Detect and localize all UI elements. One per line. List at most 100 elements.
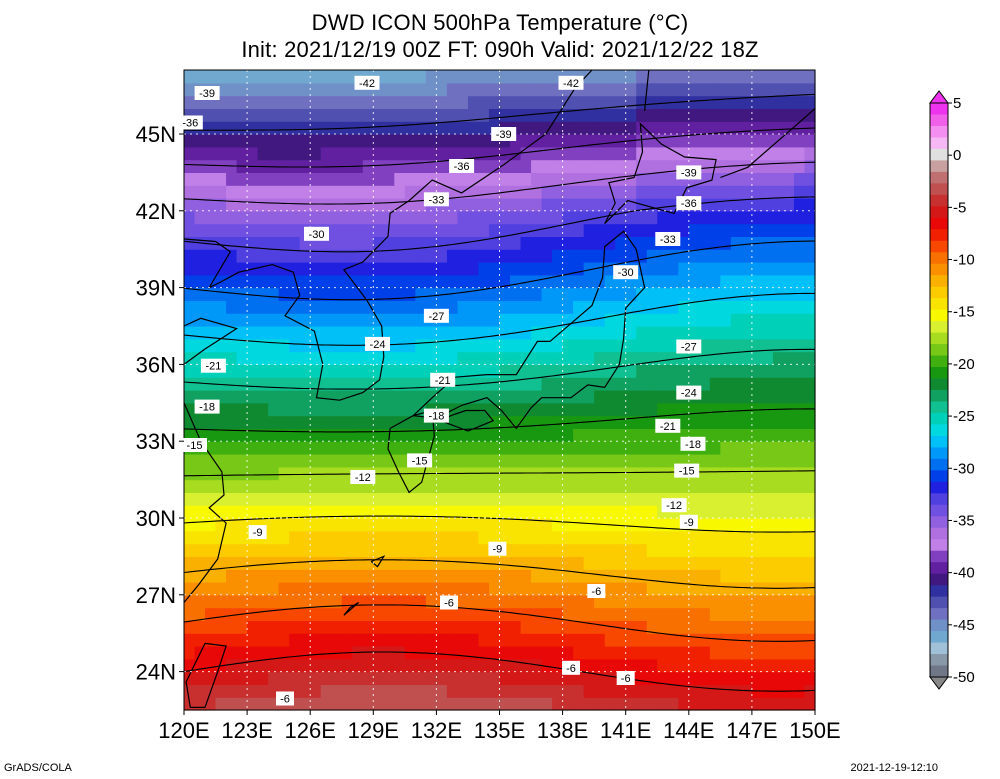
- field-cell: [573, 556, 585, 570]
- field-cell: [751, 313, 764, 327]
- field-cell: [310, 684, 322, 698]
- field-cell: [362, 134, 374, 148]
- field-cell: [730, 262, 742, 276]
- field-cell: [205, 633, 217, 647]
- field-cell: [278, 518, 290, 532]
- field-cell: [257, 466, 269, 481]
- field-cell: [226, 377, 238, 391]
- field-cell: [488, 262, 501, 276]
- field-cell: [436, 159, 448, 173]
- field-cell: [278, 198, 290, 212]
- field-cell: [499, 210, 511, 225]
- field-cell: [362, 633, 374, 647]
- field-cell: [467, 390, 480, 404]
- field-cell: [699, 364, 711, 378]
- field-cell: [289, 82, 301, 97]
- field-cell: [604, 313, 616, 327]
- field-cell: [446, 287, 459, 301]
- field-cell: [510, 479, 522, 493]
- field-cell: [552, 594, 564, 609]
- field-cell: [415, 671, 427, 685]
- field-cell: [446, 633, 459, 647]
- field-cell: [289, 300, 301, 314]
- field-cell: [583, 185, 595, 199]
- field-cell: [394, 390, 406, 404]
- field-cell: [478, 236, 490, 250]
- field-cell: [720, 454, 732, 468]
- field-cell: [552, 569, 564, 583]
- field-cell: [278, 300, 290, 314]
- field-cell: [667, 121, 679, 135]
- field-cell: [573, 351, 585, 365]
- field-cell: [531, 505, 543, 519]
- field-cell: [657, 454, 669, 468]
- field-cell: [310, 236, 322, 250]
- field-cell: [457, 492, 469, 506]
- field-cell: [278, 492, 290, 506]
- field-cell: [488, 582, 501, 596]
- field-cell: [194, 70, 206, 84]
- field-cell: [299, 146, 311, 161]
- field-cell: [247, 82, 259, 97]
- field-cell: [741, 326, 753, 340]
- field-cell: [499, 236, 511, 250]
- field-cell: [741, 428, 753, 442]
- field-cell: [709, 134, 721, 148]
- field-cell: [636, 543, 648, 557]
- field-cell: [688, 415, 700, 429]
- field-cell: [268, 172, 280, 186]
- coastline: [440, 409, 495, 432]
- field-cell: [520, 82, 532, 97]
- field-cell: [362, 313, 374, 327]
- field-cell: [783, 390, 795, 404]
- field-cell: [478, 338, 490, 353]
- contour-label: -21: [430, 372, 456, 387]
- field-cell: [657, 479, 669, 493]
- field-cell: [310, 198, 322, 212]
- field-cell: [331, 646, 343, 660]
- field-cell: [520, 364, 532, 378]
- field-cell: [457, 530, 469, 545]
- field-cell: [205, 351, 217, 365]
- field-cell: [226, 198, 238, 212]
- field-cell: [772, 518, 785, 532]
- colorbar-swatch: [930, 608, 948, 621]
- field-cell: [215, 428, 227, 442]
- field-cell: [730, 441, 742, 455]
- field-cell: [783, 454, 795, 468]
- field-cell: [299, 70, 311, 84]
- field-cell: [320, 198, 332, 212]
- field-cell: [646, 313, 658, 327]
- field-cell: [751, 121, 764, 135]
- field-cell: [688, 607, 700, 621]
- field-cell: [467, 313, 480, 327]
- field-cell: [646, 146, 658, 161]
- field-cell: [404, 697, 416, 711]
- field-cell: [657, 684, 669, 698]
- field-cell: [247, 351, 259, 365]
- svg-text:-21: -21: [660, 421, 676, 433]
- field-cell: [268, 236, 280, 250]
- field-cell: [488, 338, 501, 353]
- field-cell: [415, 351, 427, 365]
- field-cell: [373, 415, 385, 429]
- field-cell: [488, 671, 501, 685]
- field-cell: [699, 159, 711, 173]
- field-cell: [531, 530, 543, 545]
- field-cell: [341, 287, 353, 301]
- field-cell: [478, 658, 490, 673]
- field-cell: [278, 569, 290, 583]
- field-cell: [268, 262, 280, 276]
- field-cell: [667, 351, 679, 365]
- field-cell: [247, 108, 259, 122]
- field-cell: [436, 185, 448, 199]
- field-cell: [341, 697, 353, 711]
- field-cell: [573, 505, 585, 519]
- field-cell: [383, 364, 395, 378]
- field-cell: [415, 582, 427, 596]
- field-cell: [488, 198, 501, 212]
- field-cell: [678, 108, 690, 122]
- field-cell: [720, 671, 732, 685]
- field-cell: [541, 697, 553, 711]
- field-cell: [604, 697, 616, 711]
